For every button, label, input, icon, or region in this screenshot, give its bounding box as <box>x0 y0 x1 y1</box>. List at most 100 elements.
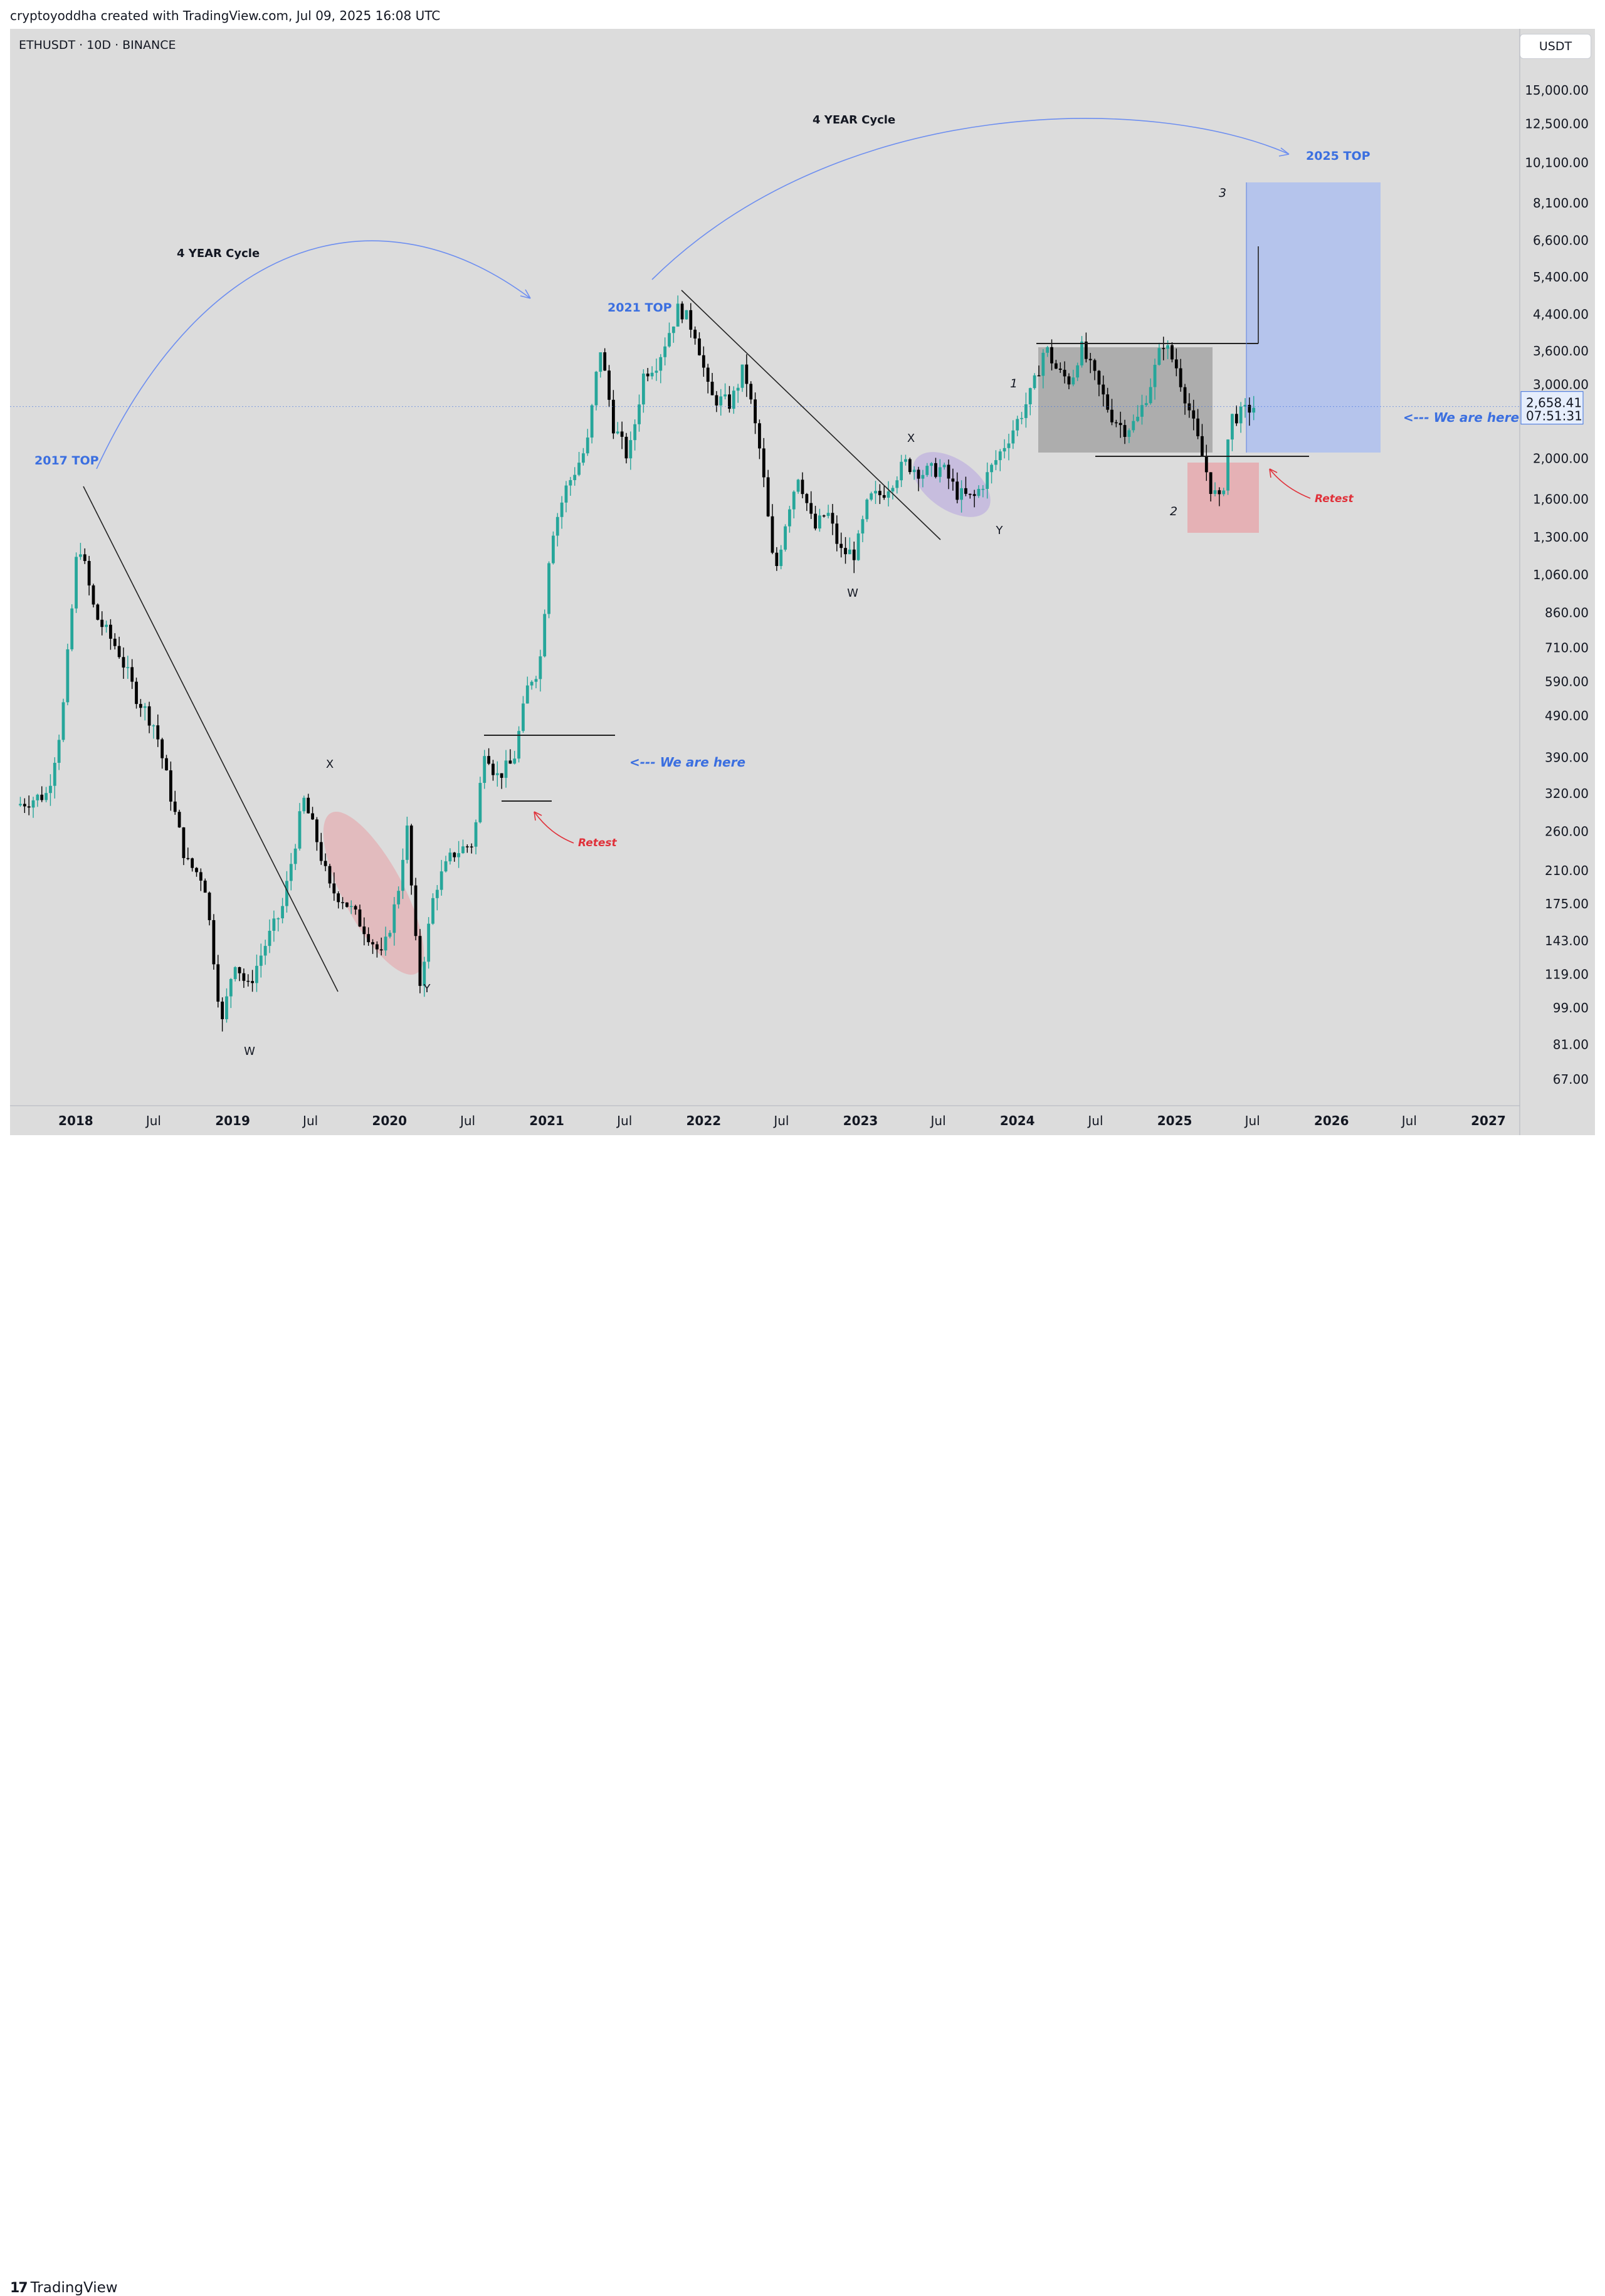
y-tick-label: 210.00 <box>1545 863 1589 878</box>
y-tick-label: 8,100.00 <box>1533 196 1589 211</box>
candle-body <box>1028 388 1032 405</box>
y-tick-label: 3,000.00 <box>1533 377 1589 392</box>
candle-body <box>302 797 306 812</box>
y-tick-label: 119.00 <box>1545 967 1589 982</box>
candle-body <box>586 438 589 454</box>
footer: 17 TradingView <box>0 1135 1605 2296</box>
candle-body <box>732 391 735 409</box>
candle-body <box>199 872 203 881</box>
downtrend-line-2018 <box>83 486 339 992</box>
candle-body <box>504 760 508 778</box>
annotation-wave-label: X <box>907 432 915 445</box>
y-tick-label: 15,000.00 <box>1525 83 1589 98</box>
candle-body <box>152 725 155 726</box>
candle-body <box>1123 425 1127 438</box>
candle-body <box>439 871 443 890</box>
annotation-count-label: 1 <box>1010 377 1018 391</box>
candle-body <box>332 883 336 894</box>
candle-body <box>337 893 340 903</box>
currency-button[interactable]: USDT <box>1520 34 1591 59</box>
candle-body <box>590 405 594 438</box>
price-chart[interactable]: 19,000.0015,000.0012,500.0010,100.008,10… <box>0 0 1605 1173</box>
x-tick-label: 2018 <box>58 1113 93 1128</box>
candle-body <box>156 725 160 740</box>
candle-body <box>676 303 680 327</box>
candle-body <box>23 804 26 807</box>
candle-body <box>259 955 263 966</box>
cycle-arc-2017 <box>96 240 531 469</box>
candle-body <box>1157 348 1161 365</box>
candle-body <box>934 463 937 477</box>
candle-body <box>620 431 624 437</box>
candle-body <box>814 513 817 529</box>
candle-body <box>1183 387 1187 404</box>
candle-body <box>298 811 302 849</box>
candle-body <box>822 515 826 516</box>
candle-body <box>474 822 478 847</box>
candle-body <box>852 549 856 560</box>
annotation-top-label: 2017 TOP <box>34 454 99 468</box>
candle-body <box>1080 341 1083 365</box>
candle-body <box>775 552 779 567</box>
candle-body <box>233 967 237 979</box>
annotation-cycle-label: 4 YEAR Cycle <box>177 247 260 260</box>
y-tick-label: 99.00 <box>1553 1000 1589 1015</box>
candle-body <box>397 891 401 904</box>
candle-body <box>92 585 95 605</box>
candle-body <box>624 436 628 459</box>
candle-body <box>268 930 271 946</box>
candle-body <box>702 355 705 368</box>
candle-body <box>663 346 667 357</box>
candle-body <box>990 464 993 473</box>
last-price-value: 2,658.41 <box>1526 396 1582 411</box>
candle-body <box>375 944 379 950</box>
candle-body <box>641 374 645 405</box>
candle-body <box>500 773 503 778</box>
candle-body <box>878 491 881 495</box>
candle-body <box>930 463 934 466</box>
candle-body <box>1166 345 1170 349</box>
candle-body <box>371 942 374 945</box>
annotation-wave-label: W <box>847 587 858 600</box>
candle-body <box>478 783 482 822</box>
candle-body <box>891 488 895 491</box>
x-tick-label: Jul <box>1244 1113 1260 1128</box>
candle-body <box>311 813 314 820</box>
candle-body <box>633 424 637 441</box>
candle-body <box>401 859 404 891</box>
candle-body <box>792 491 796 510</box>
candle-body <box>754 399 757 424</box>
annotation-retest-label: Retest <box>1315 493 1354 505</box>
candle-body <box>255 965 258 983</box>
candle-body <box>1110 409 1113 422</box>
candle-body <box>1213 490 1217 494</box>
candle-body <box>706 367 710 382</box>
candle-body <box>113 638 117 646</box>
x-tick-label: 2021 <box>529 1113 564 1128</box>
candle-body <box>839 543 843 548</box>
candle-body <box>809 503 813 514</box>
candle-body <box>719 396 723 406</box>
y-tick-label: 143.00 <box>1545 933 1589 948</box>
candle-body <box>1093 360 1097 371</box>
candle-body <box>315 819 318 842</box>
candle-body <box>1067 376 1071 385</box>
candle-body <box>1102 384 1105 395</box>
candle-body <box>1226 439 1229 491</box>
candle-body <box>246 980 250 982</box>
candle-body <box>388 933 392 937</box>
candle-body <box>470 846 473 847</box>
candle-body <box>646 374 650 377</box>
tradingview-logo: 17 TradingView <box>10 2280 118 2296</box>
candle-body <box>788 509 791 527</box>
candle-body <box>173 801 177 812</box>
candle-body <box>1033 375 1036 389</box>
candle-body <box>160 739 164 758</box>
retest-arrow-2020-icon <box>534 811 574 844</box>
candle-body <box>1020 417 1023 419</box>
x-tick-label: Jul <box>930 1113 946 1128</box>
y-tick-label: 3,600.00 <box>1533 343 1589 359</box>
candle-body <box>483 756 487 784</box>
candle-body <box>942 464 946 468</box>
candle-body <box>405 826 409 860</box>
